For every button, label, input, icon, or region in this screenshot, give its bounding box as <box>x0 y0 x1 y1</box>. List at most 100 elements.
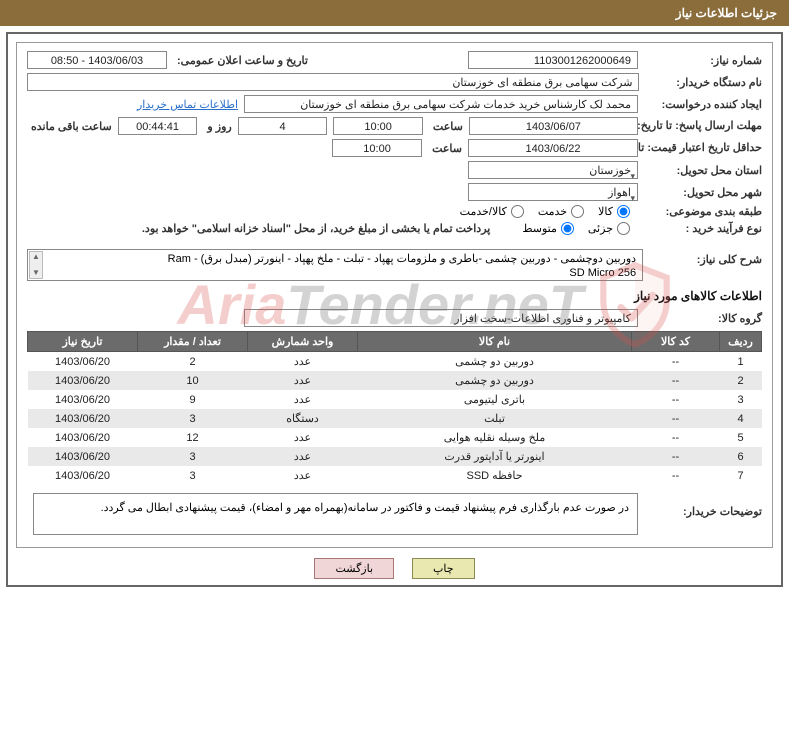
outer-border: شماره نیاز: 1103001262000649 تاریخ و ساع… <box>6 32 783 587</box>
requester: محمد لک کارشناس خرید خدمات شرکت سهامی بر… <box>244 95 638 113</box>
scrollbar[interactable]: ▲ ▼ <box>29 251 43 279</box>
time-left: 00:44:41 <box>118 117 198 135</box>
cell-qty: 2 <box>138 352 248 372</box>
form-panel: شماره نیاز: 1103001262000649 تاریخ و ساع… <box>16 42 773 548</box>
cell-name: حافظه SSD <box>358 466 632 485</box>
cell-qty: 12 <box>138 428 248 447</box>
radio-goods[interactable]: کالا <box>598 205 630 218</box>
cell-code: -- <box>632 352 720 372</box>
delivery-province[interactable]: خوزستان ▾ <box>468 161 638 179</box>
delivery-province-value: خوزستان <box>589 165 631 177</box>
need-number: 1103001262000649 <box>468 51 638 69</box>
requester-label: ایجاد کننده درخواست: <box>644 98 762 111</box>
days-left: 4 <box>238 117 328 135</box>
table-row: 5--ملخ وسیله نقلیه هواییعدد121403/06/20 <box>28 428 762 447</box>
radio-both-input[interactable] <box>511 205 524 218</box>
table-row: 6--اینورتر یا آداپتور قدرتعدد31403/06/20 <box>28 447 762 466</box>
validity-label: حداقل تاریخ اعتبار قیمت: تا تاریخ: <box>644 143 762 154</box>
classification-label: طبقه بندی موضوعی: <box>644 205 762 218</box>
cell-code: -- <box>632 447 720 466</box>
radio-service[interactable]: خدمت <box>538 205 584 218</box>
cell-date: 1403/06/20 <box>28 428 138 447</box>
buyer-org: شرکت سهامی برق منطقه ای خوزستان <box>27 73 639 91</box>
radio-medium-input[interactable] <box>561 222 574 235</box>
buyer-contact-link[interactable]: اطلاعات تماس خریدار <box>137 98 238 111</box>
cell-code: -- <box>632 428 720 447</box>
radio-partial[interactable]: جزئی <box>588 222 630 235</box>
cell-date: 1403/06/20 <box>28 371 138 390</box>
time-label-2: ساعت <box>428 142 462 155</box>
radio-partial-label: جزئی <box>588 222 613 235</box>
cell-unit: عدد <box>248 466 358 485</box>
radio-medium[interactable]: متوسط <box>522 222 574 235</box>
radio-service-label: خدمت <box>538 205 567 218</box>
days-and-label: روز و <box>203 120 231 133</box>
table-row: 4--تبلتدستگاه31403/06/20 <box>28 409 762 428</box>
table-row: 1--دوربین دو چشمیعدد21403/06/20 <box>28 352 762 372</box>
cell-code: -- <box>632 371 720 390</box>
deliv-prov-label: استان محل تحویل: <box>644 164 762 177</box>
cell-n: 4 <box>720 409 762 428</box>
cell-unit: عدد <box>248 447 358 466</box>
scroll-down-icon[interactable]: ▼ <box>30 268 42 278</box>
cell-date: 1403/06/20 <box>28 466 138 485</box>
cell-unit: عدد <box>248 390 358 409</box>
treasury-note: پرداخت تمام یا بخشی از مبلغ خرید، از محل… <box>142 222 490 235</box>
radio-both-label: کالا/خدمت <box>460 205 507 218</box>
cell-unit: عدد <box>248 352 358 372</box>
cell-n: 2 <box>720 371 762 390</box>
back-button[interactable]: بازگشت <box>314 558 394 579</box>
cell-n: 7 <box>720 466 762 485</box>
chevron-down-icon: ▾ <box>630 169 635 183</box>
validity-date: 1403/06/22 <box>468 139 638 157</box>
chevron-down-icon: ▾ <box>630 191 635 205</box>
delivery-city[interactable]: اهواز ▾ <box>468 183 638 201</box>
announce-datetime-label: تاریخ و ساعت اعلان عمومی: <box>173 54 308 67</box>
th-date: تاریخ نیاز <box>28 332 138 352</box>
goods-table: ردیف کد کالا نام کالا واحد شمارش تعداد /… <box>27 331 762 485</box>
deadline-date: 1403/06/07 <box>469 117 638 135</box>
th-unit: واحد شمارش <box>248 332 358 352</box>
summary-label: شرح کلی نیاز: <box>649 249 762 266</box>
goods-section-title: اطلاعات کالاهای مورد نیاز <box>27 289 762 303</box>
process-type-label: نوع فرآیند خرید : <box>644 222 762 235</box>
cell-name: باتری لیتیومی <box>358 390 632 409</box>
cell-n: 3 <box>720 390 762 409</box>
radio-goods-input[interactable] <box>617 205 630 218</box>
cell-code: -- <box>632 390 720 409</box>
deadline-label: مهلت ارسال پاسخ: تا تاریخ: <box>644 121 762 132</box>
radio-service-input[interactable] <box>571 205 584 218</box>
goods-group: کامپیوتر و فناوری اطلاعات-سخت افزار <box>244 309 638 327</box>
cell-qty: 10 <box>138 371 248 390</box>
cell-unit: عدد <box>248 371 358 390</box>
cell-name: تبلت <box>358 409 632 428</box>
cell-date: 1403/06/20 <box>28 447 138 466</box>
cell-code: -- <box>632 466 720 485</box>
radio-medium-label: متوسط <box>522 222 557 235</box>
cell-qty: 3 <box>138 466 248 485</box>
summary-text: دوربین دوچشمی - دوربین چشمی -باطری و ملز… <box>34 252 636 280</box>
th-code: کد کالا <box>632 332 720 352</box>
cell-qty: 3 <box>138 447 248 466</box>
radio-partial-input[interactable] <box>617 222 630 235</box>
scroll-up-icon[interactable]: ▲ <box>30 252 42 262</box>
delivery-city-value: اهواز <box>608 187 631 199</box>
deliv-city-label: شهر محل تحویل: <box>644 186 762 199</box>
cell-n: 1 <box>720 352 762 372</box>
group-label: گروه کالا: <box>644 312 762 325</box>
validity-time: 10:00 <box>332 139 422 157</box>
table-row: 3--باتری لیتیومیعدد91403/06/20 <box>28 390 762 409</box>
print-button[interactable]: چاپ <box>412 558 475 579</box>
summary-textarea[interactable]: دوربین دوچشمی - دوربین چشمی -باطری و ملز… <box>27 249 643 281</box>
buyer-notes: در صورت عدم بارگذاری فرم پیشنهاد قیمت و … <box>33 493 638 535</box>
cell-name: اینورتر یا آداپتور قدرت <box>358 447 632 466</box>
radio-both[interactable]: کالا/خدمت <box>460 205 524 218</box>
cell-name: ملخ وسیله نقلیه هوایی <box>358 428 632 447</box>
table-row: 2--دوربین دو چشمیعدد101403/06/20 <box>28 371 762 390</box>
cell-name: دوربین دو چشمی <box>358 352 632 372</box>
deadline-time: 10:00 <box>333 117 423 135</box>
table-row: 7--حافظه SSDعدد31403/06/20 <box>28 466 762 485</box>
need-number-label: شماره نیاز: <box>644 54 762 67</box>
time-label-1: ساعت <box>429 120 463 133</box>
cell-code: -- <box>632 409 720 428</box>
